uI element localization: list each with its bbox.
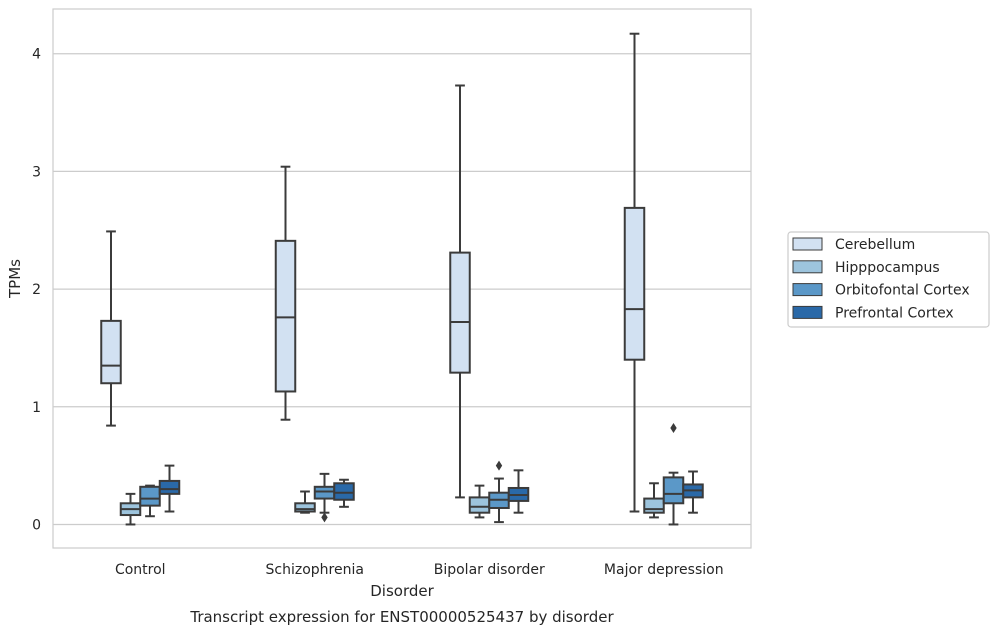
- y-tick-label: 3: [32, 164, 41, 180]
- box-cerebellum: [449, 84, 471, 499]
- x-tick-label: Bipolar disorder: [434, 562, 545, 578]
- chart-caption: Transcript expression for ENST0000052543…: [189, 608, 614, 626]
- box-hipppocampus: [119, 492, 142, 526]
- y-tick-label: 0: [32, 517, 41, 533]
- box-groups: [100, 32, 704, 526]
- plot-area: [52, 8, 752, 549]
- legend-swatch: [792, 305, 823, 319]
- box-body: [333, 482, 355, 501]
- box-body: [623, 206, 646, 361]
- box-prefrontal-cortex: [507, 469, 530, 514]
- box-cerebellum: [100, 230, 122, 427]
- box-hipppocampus: [643, 482, 665, 519]
- legend-frame: [787, 231, 990, 328]
- box-prefrontal-cortex: [333, 478, 355, 508]
- box-orbitofontal-cortex: [662, 422, 685, 526]
- legend-label: Prefrontal Cortex: [835, 305, 954, 321]
- x-axis-title: Disorder: [370, 582, 434, 600]
- box-body: [100, 319, 122, 385]
- box-body: [643, 497, 665, 514]
- y-tick-label: 2: [32, 282, 41, 298]
- box-body: [662, 476, 685, 505]
- box-hipppocampus: [294, 490, 316, 514]
- box-body: [449, 251, 471, 374]
- box-body: [294, 502, 316, 513]
- box-body: [313, 485, 336, 500]
- legend: Cerebellum Hipppocampus Orbitofontal Corte…: [787, 231, 990, 328]
- y-tick-label: 1: [32, 400, 41, 416]
- x-tick-label: Schizophrenia: [266, 562, 364, 578]
- x-tick-label: Major depression: [604, 562, 724, 578]
- box-body: [158, 479, 181, 495]
- y-axis-title: TPMs: [6, 259, 24, 299]
- box-prefrontal-cortex: [158, 464, 181, 513]
- box-body: [139, 485, 161, 507]
- box-body: [468, 496, 491, 514]
- outlier-point: [670, 422, 677, 433]
- y-tick-label: 4: [32, 47, 41, 63]
- legend-swatch: [792, 260, 823, 274]
- legend-swatch: [792, 283, 823, 297]
- outlier-point: [495, 460, 503, 471]
- legend-swatch: [792, 237, 823, 251]
- box-prefrontal-cortex: [682, 470, 704, 514]
- box-orbitofontal-cortex: [139, 484, 161, 518]
- legend-label: Hipppocampus: [835, 260, 940, 276]
- x-tick-label: Control: [115, 562, 166, 578]
- box-cerebellum: [274, 165, 297, 421]
- outlier-point: [321, 512, 328, 523]
- y-tick-labels: 0 1 2 3 4: [32, 47, 41, 534]
- legend-label: Cerebellum: [835, 237, 915, 253]
- box-cerebellum: [623, 32, 646, 513]
- box-body: [274, 239, 297, 393]
- x-tick-labels: Control Schizophrenia Bipolar disorder Majo…: [115, 562, 724, 578]
- legend-label: Orbitofontal Cortex: [835, 283, 970, 299]
